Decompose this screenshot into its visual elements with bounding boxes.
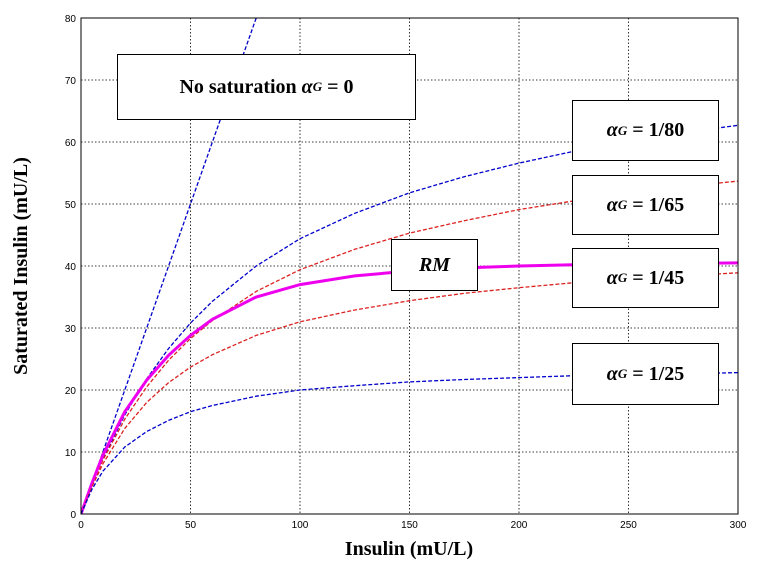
- x-tick-label: 50: [185, 520, 197, 531]
- y-tick-label: 30: [65, 324, 77, 335]
- alpha-subscript: G: [617, 122, 628, 138]
- y-tick-label: 50: [65, 200, 77, 211]
- alpha-subscript: G: [617, 270, 628, 285]
- alpha-symbol: α: [606, 266, 618, 289]
- annotation-alpha-1-25-value: = 1/25: [627, 362, 685, 385]
- alpha-symbol: α: [606, 119, 618, 141]
- annotation-rm-text: RM: [418, 253, 451, 276]
- x-tick-label: 100: [292, 520, 309, 531]
- series-line-5: [81, 371, 738, 514]
- x-tick-label: 250: [620, 520, 637, 531]
- x-tick-label: 0: [78, 520, 84, 531]
- annotation-rm: RM: [391, 239, 478, 291]
- annotation-alpha-1-80-value: = 1/80: [627, 119, 685, 141]
- alpha-symbol: α: [606, 193, 618, 216]
- y-tick-label: 20: [65, 386, 77, 397]
- y-tick-label: 10: [65, 448, 77, 459]
- plot-frame: [80, 17, 739, 515]
- x-tick-label: 300: [730, 520, 747, 531]
- y-axis-label: Saturated Insulin (mU/L): [10, 157, 32, 375]
- y-tick-label: 0: [70, 510, 76, 521]
- y-tick-label: 80: [65, 14, 77, 25]
- alpha-symbol: α: [606, 362, 618, 385]
- x-tick-label: 150: [401, 520, 418, 531]
- alpha-subscript: G: [617, 197, 628, 212]
- y-tick-label: 70: [65, 76, 77, 87]
- annotation-alpha-1-45-value: = 1/45: [627, 266, 685, 289]
- x-tick-label: 200: [511, 520, 528, 531]
- x-tick-labels: 0 50 100 150 200 250 300: [78, 520, 747, 531]
- y-tick-labels: 0 10 20 30 40 50 60 70 80: [65, 14, 77, 521]
- alpha-subscript: G: [617, 366, 628, 381]
- y-tick-label: 60: [65, 138, 77, 149]
- annotation-alpha-1-65-value: = 1/65: [627, 193, 685, 216]
- alpha-symbol: α: [301, 75, 313, 98]
- x-axis-label: Insulin (mU/L): [345, 538, 473, 560]
- y-tick-label: 40: [65, 262, 77, 273]
- alpha-subscript: G: [312, 79, 323, 94]
- annotation-no-saturation-text: No saturation: [179, 75, 302, 98]
- annotation-no-saturation-value: = 0: [322, 75, 354, 98]
